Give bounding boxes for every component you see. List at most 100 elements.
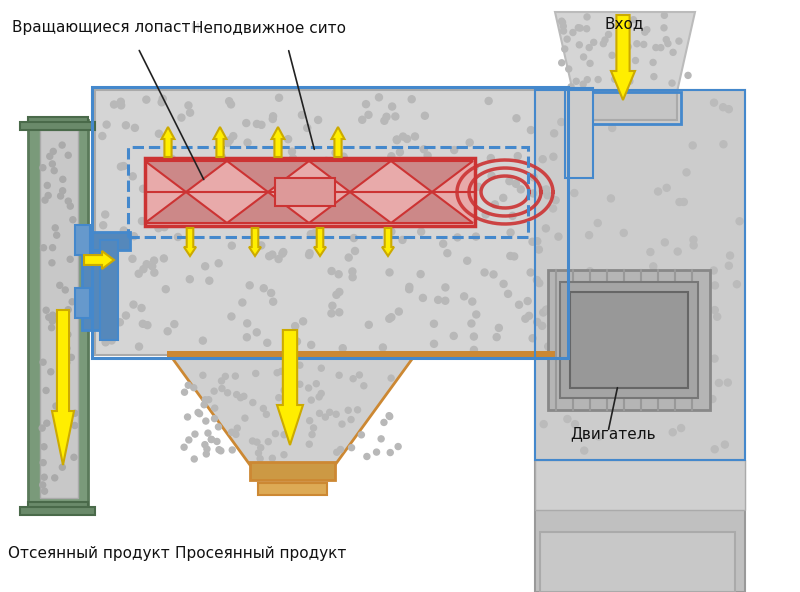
Polygon shape [145, 161, 227, 192]
Circle shape [440, 240, 446, 247]
Circle shape [375, 94, 382, 101]
Circle shape [529, 334, 536, 342]
Circle shape [50, 312, 56, 318]
Circle shape [185, 414, 190, 420]
Bar [167, 351, 557, 357]
Bar [20, 122, 95, 130]
Circle shape [285, 136, 292, 143]
Circle shape [279, 250, 286, 257]
Bar [82, 250, 100, 330]
Circle shape [281, 387, 287, 393]
Circle shape [226, 98, 233, 105]
Circle shape [527, 127, 534, 134]
Circle shape [103, 121, 110, 128]
Circle shape [222, 374, 228, 379]
Circle shape [487, 155, 494, 162]
Circle shape [586, 231, 593, 239]
Circle shape [722, 441, 728, 448]
Text: Вход: Вход [605, 16, 644, 31]
Circle shape [51, 168, 57, 173]
Circle shape [676, 198, 683, 205]
Circle shape [400, 163, 407, 170]
Bar [250, 462, 335, 480]
Circle shape [552, 342, 559, 349]
Circle shape [116, 318, 123, 326]
Circle shape [270, 115, 276, 123]
Bar [535, 460, 745, 510]
Bar [28, 502, 88, 510]
Circle shape [218, 154, 226, 160]
Circle shape [130, 173, 136, 180]
Circle shape [307, 231, 314, 237]
Circle shape [378, 436, 384, 442]
Circle shape [654, 188, 662, 195]
Circle shape [258, 121, 265, 128]
Circle shape [181, 444, 187, 450]
Circle shape [566, 66, 572, 72]
Circle shape [54, 232, 60, 238]
Circle shape [605, 352, 611, 359]
Circle shape [647, 249, 654, 256]
Circle shape [634, 41, 640, 47]
Circle shape [650, 59, 656, 66]
Bar [569, 92, 681, 124]
Circle shape [386, 414, 393, 420]
Polygon shape [145, 192, 227, 223]
Circle shape [59, 385, 66, 391]
Circle shape [42, 488, 47, 494]
Circle shape [71, 454, 77, 461]
Circle shape [244, 320, 250, 327]
Circle shape [606, 31, 611, 37]
Circle shape [300, 318, 306, 325]
Circle shape [268, 289, 274, 297]
Circle shape [406, 284, 413, 290]
Circle shape [542, 225, 550, 232]
Circle shape [258, 242, 265, 249]
Circle shape [515, 301, 522, 308]
Circle shape [281, 432, 287, 437]
Circle shape [580, 81, 586, 87]
Circle shape [473, 233, 479, 240]
Circle shape [530, 174, 538, 181]
Circle shape [336, 372, 342, 378]
Polygon shape [391, 192, 473, 223]
Circle shape [658, 44, 664, 51]
Circle shape [204, 446, 210, 452]
Circle shape [229, 429, 234, 435]
Circle shape [314, 117, 322, 124]
Circle shape [328, 268, 335, 275]
Circle shape [374, 449, 379, 455]
Circle shape [550, 130, 558, 137]
Circle shape [60, 176, 66, 182]
Circle shape [493, 334, 500, 340]
Circle shape [239, 299, 246, 306]
Circle shape [663, 184, 670, 191]
Circle shape [102, 339, 109, 346]
Circle shape [291, 418, 297, 424]
Circle shape [63, 393, 69, 399]
Circle shape [399, 133, 406, 140]
Circle shape [600, 317, 607, 324]
Bar [28, 117, 88, 125]
Circle shape [306, 252, 313, 259]
Circle shape [72, 423, 78, 429]
Bar [258, 483, 327, 495]
Circle shape [277, 203, 284, 210]
Polygon shape [249, 228, 261, 256]
Circle shape [190, 385, 197, 391]
Circle shape [54, 414, 61, 420]
Polygon shape [382, 228, 394, 256]
Circle shape [346, 407, 351, 413]
Circle shape [627, 78, 633, 84]
Circle shape [138, 218, 146, 224]
Circle shape [291, 381, 298, 387]
Circle shape [208, 436, 214, 442]
Circle shape [388, 228, 395, 235]
Circle shape [158, 99, 165, 106]
Polygon shape [84, 251, 114, 269]
Circle shape [135, 270, 142, 277]
Circle shape [719, 104, 726, 111]
Circle shape [264, 339, 270, 346]
Polygon shape [309, 161, 391, 192]
Circle shape [534, 276, 541, 284]
